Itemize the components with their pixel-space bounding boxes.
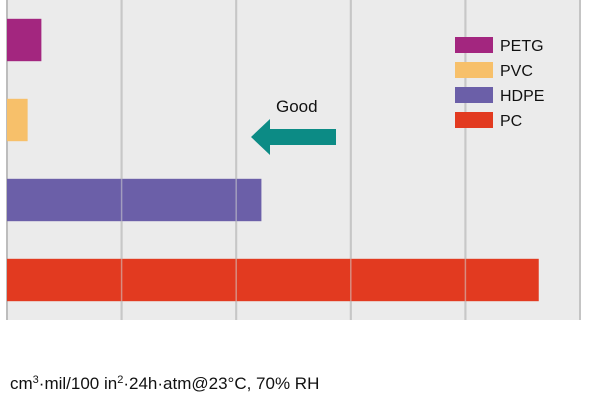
legend-label: HDPE (500, 88, 544, 105)
x-axis-label-superscript: 3 (32, 374, 39, 386)
x-axis-label: cm3·mil/100 in2·24h·atm@23°C, 70% RH (10, 374, 319, 394)
x-tick-label: 250 (566, 343, 594, 345)
x-tick-labels: 0 50 100 150 200 250 (2, 343, 594, 345)
legend-swatch (455, 112, 493, 128)
x-tick-label: 200 (451, 343, 479, 345)
x-tick-label: 50 (112, 343, 131, 345)
x-tick-label: 150 (337, 343, 365, 345)
legend-label: PETG (500, 38, 544, 55)
legend-label: PC (500, 113, 522, 130)
legend-swatch (455, 37, 493, 53)
bar-hdpe (7, 178, 262, 222)
bars (7, 0, 581, 320)
x-axis-label-superscript: 2 (117, 374, 124, 386)
annotation-good: Good (251, 97, 336, 155)
x-axis-label-part: ·24h·atm@23°C, 70% RH (123, 374, 320, 393)
annotation-text: Good (276, 97, 318, 116)
bar-pvc (7, 98, 28, 142)
x-axis-label-part: cm (10, 374, 33, 393)
legend: PETG PVC HDPE PC (455, 37, 544, 130)
x-tick-label: 0 (2, 343, 11, 345)
left-arrow-icon (251, 119, 336, 155)
x-axis-label-part: ·mil/100 in (38, 374, 118, 393)
legend-swatch (455, 62, 493, 78)
bar-petg (7, 18, 42, 62)
bar-pc (7, 258, 539, 302)
legend-label: PVC (500, 63, 533, 80)
x-tick-label: 100 (222, 343, 250, 345)
bar-chart: 0 50 100 150 200 250 Good PETG PVC HDPE PC (2, 0, 594, 345)
legend-swatch (455, 87, 493, 103)
